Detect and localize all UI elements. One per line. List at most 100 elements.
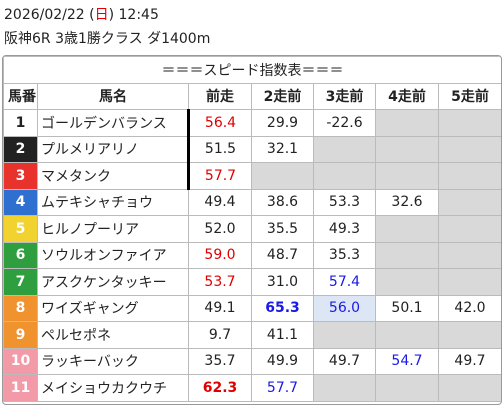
- horse-row: 11 メイショウカクウチ 62.3 57.7: [3, 374, 501, 402]
- horse-row: 10 ラッキーバック 35.7 49.9 49.7 54.7 49.7: [3, 347, 501, 375]
- empty-cell: [437, 321, 501, 349]
- speed-index: 49.4: [188, 188, 252, 216]
- horse-row: 9 ペルセポネ 9.7 41.1: [3, 321, 501, 349]
- speed-index: 29.9: [251, 109, 314, 137]
- empty-cell: [313, 374, 376, 402]
- frame-number: 1: [3, 109, 38, 137]
- horse-name: ソウルオンファイア: [37, 241, 189, 269]
- empty-cell: [375, 215, 439, 243]
- empty-cell: [437, 241, 501, 269]
- empty-cell: [437, 162, 501, 190]
- frame-number: 10: [3, 347, 38, 375]
- speed-index: 48.7: [251, 241, 314, 269]
- speed-index: 51.5: [187, 135, 252, 163]
- horse-row: 8 ワイズギャング 49.1 65.3 56.0 50.1 42.0: [3, 294, 501, 322]
- empty-cell: [437, 374, 501, 402]
- horse-row: 6 ソウルオンファイア 59.0 48.7 35.3: [3, 241, 501, 269]
- speed-index: 35.7: [188, 347, 252, 375]
- frame-number: 5: [3, 215, 38, 243]
- speed-index: 65.3: [251, 294, 314, 322]
- column-header: 5走前: [437, 82, 501, 110]
- date-part: ) 12:45: [108, 7, 159, 23]
- horse-name: ヒルノプーリア: [37, 215, 189, 243]
- frame-number: 3: [3, 162, 38, 190]
- horse-name: ワイズギャング: [37, 294, 189, 322]
- column-header: 3走前: [313, 82, 376, 110]
- speed-index: 49.9: [251, 347, 314, 375]
- horse-row: 3 マメタンク 57.7: [3, 162, 501, 190]
- speed-table: ＝＝＝スピード指数表＝＝＝ 馬番 馬名 前走 2走前 3走前 4走前 5走前 1 ゴールデンバラ…: [3, 56, 501, 402]
- speed-index: 35.5: [251, 215, 314, 243]
- empty-cell: [375, 135, 439, 163]
- horse-row: 7 アスクケンタッキー 53.7 31.0 57.4: [3, 268, 501, 296]
- date-part: 2026/02/22 (: [4, 7, 95, 23]
- frame-number: 9: [3, 321, 38, 349]
- column-header: 4走前: [375, 82, 439, 110]
- empty-cell: [375, 109, 439, 137]
- speed-index: 57.7: [251, 374, 314, 402]
- empty-cell: [375, 268, 439, 296]
- frame-number: 4: [3, 188, 38, 216]
- speed-index: 38.6: [251, 188, 314, 216]
- column-header: 2走前: [251, 82, 314, 110]
- horse-row: 5 ヒルノプーリア 52.0 35.5 49.3: [3, 215, 501, 243]
- empty-cell: [313, 135, 376, 163]
- column-header: 前走: [188, 82, 252, 110]
- speed-index: 52.0: [188, 215, 252, 243]
- horse-name: プルメリアリノ: [37, 135, 189, 163]
- horse-name: ゴールデンバランス: [37, 109, 189, 137]
- frame-number: 11: [3, 374, 38, 402]
- speed-index: 62.3: [188, 374, 252, 402]
- empty-cell: [375, 374, 439, 402]
- speed-index: 31.0: [251, 268, 314, 296]
- race-line: 阪神6R 3歳1勝クラス ダ1400m: [4, 31, 211, 47]
- speed-index: 49.7: [313, 347, 376, 375]
- horse-row: 4 ムテキシャチョウ 49.4 38.6 53.3 32.6: [3, 188, 501, 216]
- speed-index: -22.6: [313, 109, 376, 137]
- horse-row: 2 プルメリアリノ 51.5 32.1: [3, 135, 501, 163]
- empty-cell: [313, 162, 376, 190]
- column-header: 馬番: [3, 82, 38, 110]
- frame-number: 6: [3, 241, 38, 269]
- speed-index: 49.1: [188, 294, 252, 322]
- horse-name: ペルセポネ: [37, 321, 189, 349]
- empty-cell: [437, 215, 501, 243]
- speed-index: 50.1: [375, 294, 439, 322]
- empty-cell: [437, 188, 501, 216]
- empty-cell: [437, 109, 501, 137]
- horse-row: 1 ゴールデンバランス 56.4 29.9 -22.6: [3, 109, 501, 137]
- empty-cell: [375, 241, 439, 269]
- frame-number: 8: [3, 294, 38, 322]
- horse-name: メイショウカクウチ: [37, 374, 189, 402]
- speed-index: 56.0: [313, 294, 376, 322]
- speed-index: 32.6: [375, 188, 439, 216]
- horse-name: ラッキーバック: [37, 347, 189, 375]
- speed-index: 41.1: [251, 321, 314, 349]
- date-line: 2026/02/22 (日) 12:45: [4, 6, 159, 24]
- speed-index: 9.7: [188, 321, 252, 349]
- speed-index: 32.1: [251, 135, 314, 163]
- empty-cell: [375, 162, 439, 190]
- speed-index: 49.3: [313, 215, 376, 243]
- table-title: ＝＝＝スピード指数表＝＝＝: [3, 56, 501, 84]
- column-header: 馬名: [37, 82, 189, 110]
- horse-name: マメタンク: [37, 162, 189, 190]
- table-frame: ＝＝＝スピード指数表＝＝＝ 馬番 馬名 前走 2走前 3走前 4走前 5走前 1 ゴールデンバラ…: [2, 55, 502, 405]
- speed-index: 59.0: [188, 241, 252, 269]
- frame-number: 2: [3, 135, 38, 163]
- horse-name: アスクケンタッキー: [37, 268, 189, 296]
- empty-cell: [313, 321, 376, 349]
- speed-index: 53.7: [188, 268, 252, 296]
- date-part: 日: [94, 7, 109, 23]
- speed-index: 54.7: [375, 347, 439, 375]
- speed-index: 49.7: [437, 347, 501, 375]
- empty-cell: [437, 268, 501, 296]
- speed-index: 57.7: [187, 162, 252, 190]
- empty-cell: [437, 135, 501, 163]
- frame-number: 7: [3, 268, 38, 296]
- speed-index: 35.3: [313, 241, 376, 269]
- empty-cell: [375, 321, 439, 349]
- speed-index: 53.3: [313, 188, 376, 216]
- horse-name: ムテキシャチョウ: [37, 188, 189, 216]
